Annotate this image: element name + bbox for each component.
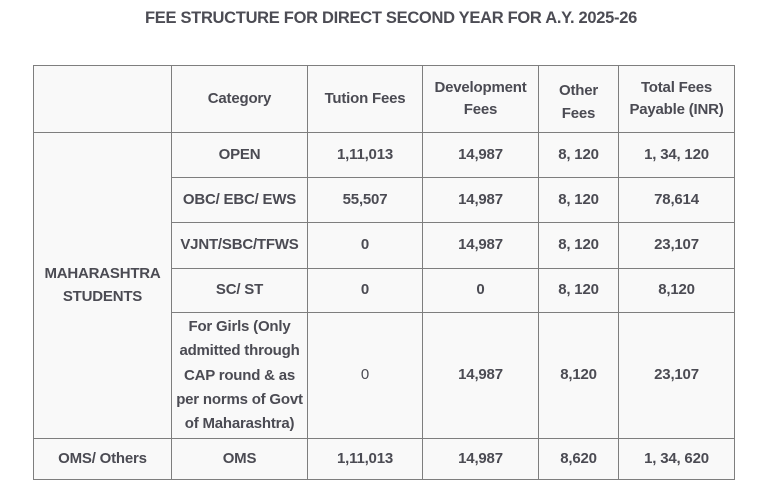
- development-fees-cell: 14,987: [422, 177, 539, 223]
- tution-fees-cell: 0: [307, 268, 423, 313]
- row-group-label-oms: OMS/ Others: [33, 438, 172, 481]
- tution-fees-cell: 1,11,013: [307, 132, 423, 178]
- category-cell: VJNT/SBC/TFWS: [171, 222, 308, 269]
- total-fees-cell: 78,614: [618, 177, 735, 223]
- col-header-total-fees: Total Fees Payable (INR): [618, 65, 735, 133]
- other-fees-cell: 8,120: [538, 311, 619, 440]
- tution-fees-cell: 0: [307, 311, 423, 440]
- other-fees-cell: 8,620: [538, 438, 619, 481]
- page-title: FEE STRUCTURE FOR DIRECT SECOND YEAR FOR…: [144, 9, 638, 27]
- table-row: OMS/ Others OMS 1,11,013 14,987 8,620 1,…: [33, 438, 735, 481]
- col-header-category: Category: [171, 65, 308, 133]
- total-fees-cell: 23,107: [618, 311, 735, 440]
- table-row: SC/ ST 0 0 8, 120 8,120: [34, 268, 735, 313]
- category-cell: OMS: [171, 438, 308, 481]
- fee-structure-table: Category Tution Fees Development Fees Ot…: [33, 65, 735, 481]
- col-header-development-fees: Development Fees: [422, 65, 539, 133]
- category-cell: OPEN: [171, 132, 308, 178]
- tution-fees-cell: 1,11,013: [307, 438, 423, 481]
- category-cell: OBC/ EBC/ EWS: [171, 177, 308, 223]
- tution-fees-cell: 55,507: [307, 177, 423, 223]
- table-row: VJNT/SBC/TFWS 0 14,987 8, 120 23,107: [34, 222, 735, 269]
- table-row: For Girls (Only admitted through CAP rou…: [34, 311, 735, 440]
- table-row: OBC/ EBC/ EWS 55,507 14,987 8, 120 78,61…: [34, 177, 735, 223]
- development-fees-cell: 0: [422, 268, 539, 313]
- col-header-empty: [33, 65, 172, 133]
- other-fees-cell: 8, 120: [538, 268, 619, 313]
- tution-fees-cell: 0: [307, 222, 423, 269]
- header-row: Category Tution Fees Development Fees Ot…: [33, 65, 735, 133]
- row-group-label-maharashtra: MAHARASHTRA STUDENTS: [33, 131, 172, 440]
- col-header-other-fees: Other Fees: [538, 65, 619, 133]
- development-fees-cell: 14,987: [422, 132, 539, 178]
- total-fees-cell: 8,120: [618, 268, 735, 313]
- table-row: MAHARASHTRA STUDENTS OPEN 1,11,013 14,98…: [33, 131, 735, 440]
- total-fees-cell: 23,107: [618, 222, 735, 269]
- total-fees-cell: 1, 34, 620: [618, 438, 735, 481]
- development-fees-cell: 14,987: [422, 438, 539, 481]
- development-fees-cell: 14,987: [422, 311, 539, 440]
- category-cell: SC/ ST: [171, 268, 308, 313]
- other-fees-cell: 8, 120: [538, 222, 619, 269]
- total-fees-cell: 1, 34, 120: [618, 132, 735, 178]
- category-cell: For Girls (Only admitted through CAP rou…: [171, 311, 308, 440]
- other-fees-cell: 8, 120: [538, 132, 619, 178]
- col-header-tution-fees: Tution Fees: [307, 65, 423, 133]
- development-fees-cell: 14,987: [422, 222, 539, 269]
- other-fees-cell: 8, 120: [538, 177, 619, 223]
